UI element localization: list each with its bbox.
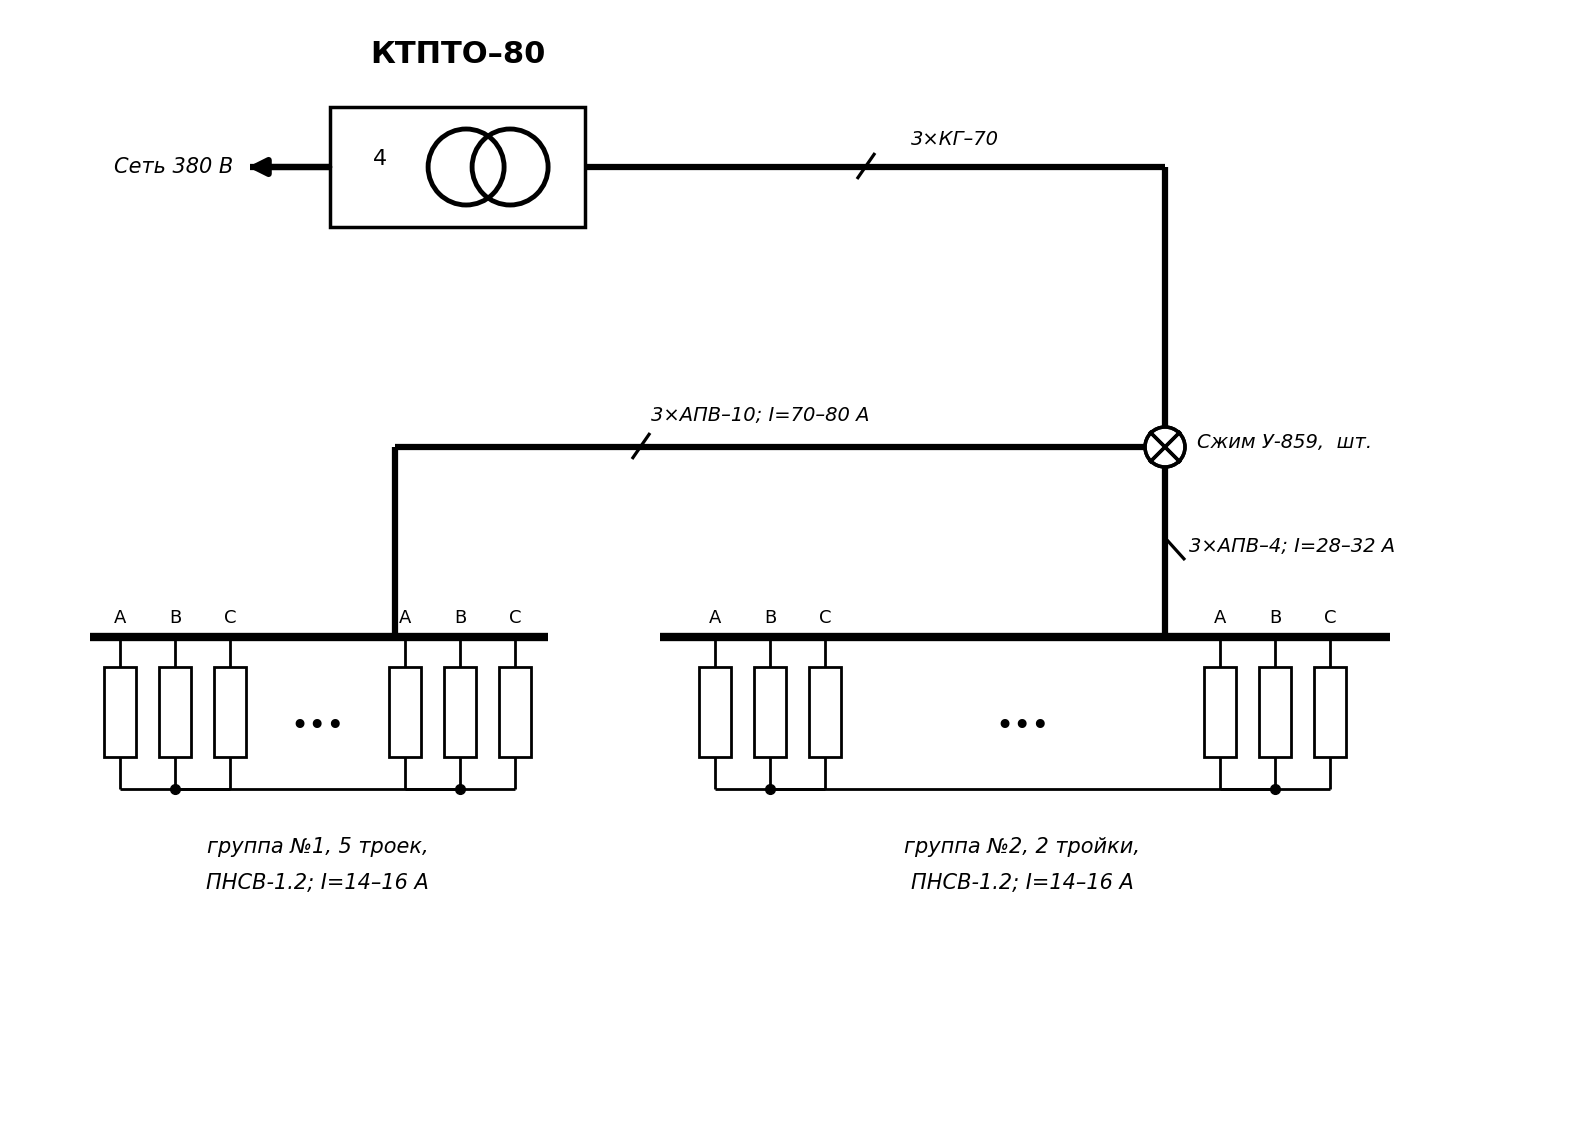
- Text: B: B: [168, 609, 181, 627]
- Bar: [1259, 667, 1291, 757]
- Text: A: A: [113, 609, 126, 627]
- Text: ПНСВ-1.2; I=14–16 А: ПНСВ-1.2; I=14–16 А: [911, 873, 1133, 893]
- Text: C: C: [1324, 609, 1336, 627]
- Text: B: B: [1269, 609, 1281, 627]
- Bar: [809, 667, 841, 757]
- Bar: [1314, 667, 1346, 757]
- Text: 4: 4: [373, 149, 387, 169]
- Text: C: C: [818, 609, 831, 627]
- Text: •••: •••: [290, 712, 345, 742]
- Text: КТПТО–80: КТПТО–80: [370, 39, 545, 69]
- Bar: [104, 667, 135, 757]
- Bar: [499, 667, 530, 757]
- Text: группа №1, 5 троек,: группа №1, 5 троек,: [206, 837, 428, 857]
- Bar: [331, 107, 586, 227]
- Bar: [214, 667, 246, 757]
- Bar: [1204, 667, 1236, 757]
- Text: 3×АПВ–4; I=28–32 А: 3×АПВ–4; I=28–32 А: [1188, 536, 1395, 556]
- Text: •••: •••: [995, 712, 1050, 742]
- Text: A: A: [1214, 609, 1226, 627]
- Text: C: C: [508, 609, 521, 627]
- Text: A: A: [398, 609, 411, 627]
- Text: 3×КГ–70: 3×КГ–70: [911, 130, 999, 149]
- Text: ПНСВ-1.2; I=14–16 А: ПНСВ-1.2; I=14–16 А: [206, 873, 428, 893]
- Bar: [699, 667, 730, 757]
- Text: Сжим У-859,  шт.: Сжим У-859, шт.: [1196, 434, 1373, 453]
- Text: A: A: [708, 609, 721, 627]
- Text: 3×АПВ–10; I=70–80 А: 3×АПВ–10; I=70–80 А: [650, 406, 869, 425]
- Bar: [754, 667, 785, 757]
- Text: Сеть 380 В: Сеть 380 В: [113, 157, 233, 177]
- Text: группа №2, 2 тройки,: группа №2, 2 тройки,: [905, 837, 1141, 857]
- Text: B: B: [763, 609, 776, 627]
- Bar: [159, 667, 190, 757]
- Circle shape: [1144, 427, 1185, 467]
- Text: B: B: [453, 609, 466, 627]
- Text: C: C: [224, 609, 236, 627]
- Bar: [444, 667, 475, 757]
- Bar: [389, 667, 420, 757]
